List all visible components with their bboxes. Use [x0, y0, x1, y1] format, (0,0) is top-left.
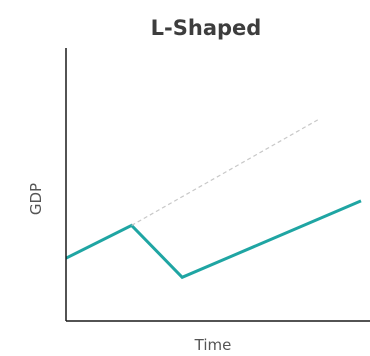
y-axis-label: GDP [27, 183, 45, 215]
x-axis-label: Time [194, 336, 232, 354]
trend-line-dashed [131, 118, 320, 226]
gdp-series-line [65, 199, 362, 280]
chart-title: L-Shaped [151, 16, 262, 40]
plot-area [65, 118, 362, 280]
